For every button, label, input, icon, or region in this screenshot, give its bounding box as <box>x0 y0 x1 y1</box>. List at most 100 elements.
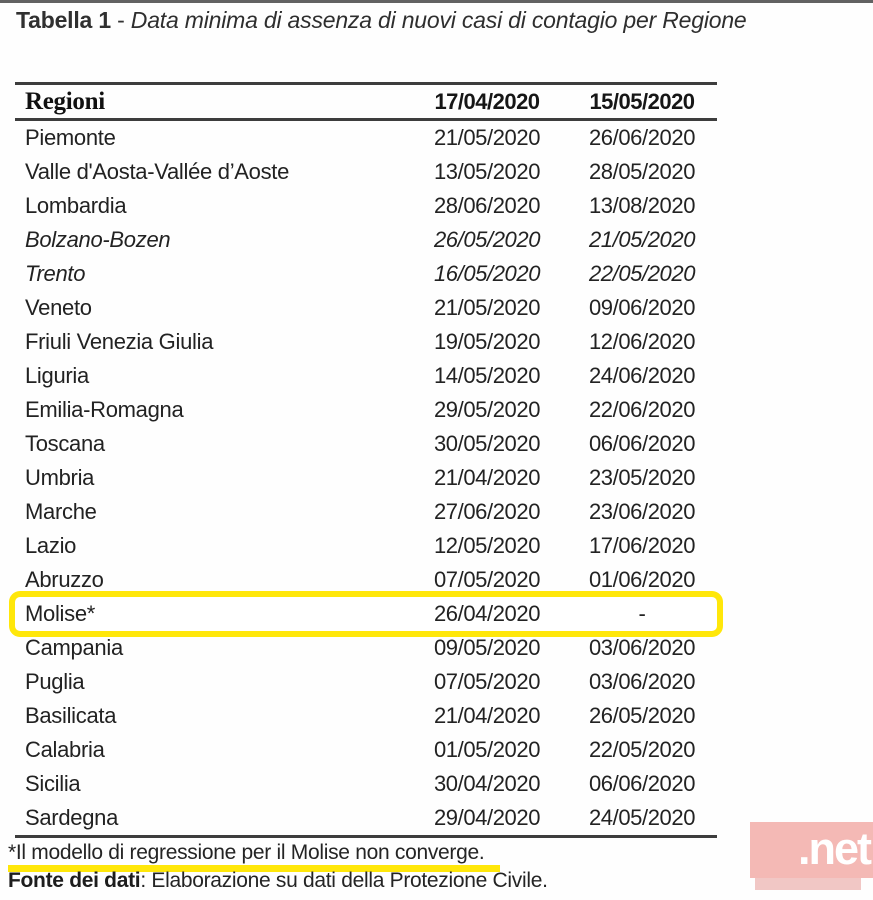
table-row: Abruzzo 07/05/2020 01/06/2020 <box>15 563 717 597</box>
date2-cell: 12/06/2020 <box>588 329 696 354</box>
table-row: Marche 27/06/2020 23/06/2020 <box>15 495 717 529</box>
column-header-regioni: Regioni <box>25 87 105 115</box>
footnote-text: *Il modello di regressione per il Molise… <box>8 841 501 872</box>
region-name-cell: Calabria <box>25 737 105 762</box>
date1-cell: 01/05/2020 <box>433 737 541 762</box>
table-caption-label: Tabella 1 <box>16 7 111 33</box>
region-name-cell: Friuli Venezia Giulia <box>25 329 214 354</box>
footnote-line: *Il modello di regressione per il Molise… <box>8 841 501 872</box>
table-row: Molise* 26/04/2020 - <box>15 597 717 631</box>
region-name-cell: Puglia <box>25 669 85 694</box>
date1-cell: 19/05/2020 <box>433 329 541 354</box>
date1-cell: 21/04/2020 <box>433 465 541 490</box>
region-name-cell: Valle d'Aosta-Vallée d’Aoste <box>25 159 290 184</box>
date1-cell: 30/05/2020 <box>433 431 541 456</box>
date2-cell: 06/06/2020 <box>588 771 696 796</box>
net-watermark-logo: .net <box>750 822 873 878</box>
date1-cell: 21/04/2020 <box>433 703 541 728</box>
date2-cell: 28/05/2020 <box>588 159 696 184</box>
table-row: Lazio 12/05/2020 17/06/2020 <box>15 529 717 563</box>
net-watermark-text: .net <box>797 823 872 874</box>
date2-cell: 26/05/2020 <box>588 703 696 728</box>
region-name-cell: Umbria <box>25 465 95 490</box>
table-caption-subtitle: Data minima di assenza di nuovi casi di … <box>130 7 747 33</box>
region-name-cell: Trento <box>25 261 86 286</box>
table-row: Calabria 01/05/2020 22/05/2020 <box>15 733 717 767</box>
table-row: Sardegna 29/04/2020 24/05/2020 <box>15 801 717 835</box>
date2-cell: 24/05/2020 <box>588 805 696 830</box>
region-name-cell: Abruzzo <box>25 567 104 592</box>
table-caption-separator: - <box>110 7 131 33</box>
date2-cell: 24/06/2020 <box>588 363 696 388</box>
table-header-row: Regioni 17/04/2020 15/05/2020 <box>15 85 717 121</box>
date2-cell: 17/06/2020 <box>588 533 696 558</box>
region-name-cell: Lazio <box>25 533 77 558</box>
date2-cell: 21/05/2020 <box>588 227 696 252</box>
date2-cell: 03/06/2020 <box>588 669 696 694</box>
date1-cell: 07/05/2020 <box>433 669 541 694</box>
date1-cell: 14/05/2020 <box>433 363 541 388</box>
date1-cell: 29/04/2020 <box>433 805 541 830</box>
table-row: Friuli Venezia Giulia 19/05/2020 12/06/202… <box>15 325 717 359</box>
table-row: Veneto 21/05/2020 09/06/2020 <box>15 291 717 325</box>
region-name-cell: Campania <box>25 635 123 660</box>
table-row: Piemonte 21/05/2020 26/06/2020 <box>15 121 717 155</box>
region-name-cell: Liguria <box>25 363 89 388</box>
data-source-label: Fonte dei dati <box>8 869 141 892</box>
table-row: Basilicata 21/04/2020 26/05/2020 <box>15 699 717 733</box>
table-row: Lombardia 28/06/2020 13/08/2020 <box>15 189 717 223</box>
data-source-text: : Elaborazione su dati della Protezione … <box>140 869 548 892</box>
scan-edge-artifact <box>0 0 873 3</box>
region-name-cell: Toscana <box>25 431 105 456</box>
data-source-line: Fonte dei dati: Elaborazione su dati del… <box>8 869 548 893</box>
region-name-cell: Sicilia <box>25 771 81 796</box>
table-row: Valle d'Aosta-Vallée d’Aoste 13/05/2020 28… <box>15 155 717 189</box>
date2-cell: 03/06/2020 <box>588 635 696 660</box>
table-row: Puglia 07/05/2020 03/06/2020 <box>15 665 717 699</box>
table-row: Emilia-Romagna 29/05/2020 22/06/2020 <box>15 393 717 427</box>
date2-cell: 09/06/2020 <box>588 295 696 320</box>
date1-cell: 26/04/2020 <box>433 601 541 626</box>
table-row: Sicilia 30/04/2020 06/06/2020 <box>15 767 717 801</box>
region-name-cell: Piemonte <box>25 125 116 150</box>
date1-cell: 28/06/2020 <box>433 193 541 218</box>
date2-cell: 22/06/2020 <box>588 397 696 422</box>
region-name-cell: Molise* <box>25 601 96 626</box>
date1-cell: 12/05/2020 <box>433 533 541 558</box>
date2-cell: 23/05/2020 <box>588 465 696 490</box>
table-row: Bolzano-Bozen 26/05/2020 21/05/2020 <box>15 223 717 257</box>
date2-cell: 13/08/2020 <box>588 193 696 218</box>
region-name-cell: Emilia-Romagna <box>25 397 184 422</box>
date2-cell: - <box>638 601 646 626</box>
region-name-cell: Lombardia <box>25 193 127 218</box>
column-header-date-15-05-2020: 15/05/2020 <box>589 88 695 114</box>
date1-cell: 21/05/2020 <box>433 295 541 320</box>
date2-cell: 22/05/2020 <box>588 261 696 286</box>
column-header-date-17-04-2020: 17/04/2020 <box>434 88 540 114</box>
regions-table: Regioni 17/04/2020 15/05/2020 Piemonte 21… <box>15 82 717 838</box>
net-watermark-strip <box>755 878 861 890</box>
region-name-cell: Sardegna <box>25 805 119 830</box>
date1-cell: 09/05/2020 <box>433 635 541 660</box>
date1-cell: 21/05/2020 <box>433 125 541 150</box>
table-row: Trento 16/05/2020 22/05/2020 <box>15 257 717 291</box>
date1-cell: 13/05/2020 <box>433 159 541 184</box>
date2-cell: 01/06/2020 <box>588 567 696 592</box>
date1-cell: 16/05/2020 <box>433 261 541 286</box>
table-body: Piemonte 21/05/2020 26/06/2020 Valle d'Aost… <box>15 121 717 835</box>
region-name-cell: Basilicata <box>25 703 117 728</box>
date1-cell: 29/05/2020 <box>433 397 541 422</box>
date1-cell: 30/04/2020 <box>433 771 541 796</box>
date1-cell: 27/06/2020 <box>433 499 541 524</box>
date2-cell: 26/06/2020 <box>588 125 696 150</box>
date2-cell: 06/06/2020 <box>588 431 696 456</box>
date1-cell: 07/05/2020 <box>433 567 541 592</box>
table-row: Umbria 21/04/2020 23/05/2020 <box>15 461 717 495</box>
region-name-cell: Veneto <box>25 295 92 320</box>
region-name-cell: Bolzano-Bozen <box>25 227 171 252</box>
table-caption: Tabella 1 - Data minima di assenza di nu… <box>16 6 747 34</box>
date2-cell: 23/06/2020 <box>588 499 696 524</box>
table-row: Campania 09/05/2020 03/06/2020 <box>15 631 717 665</box>
region-name-cell: Marche <box>25 499 97 524</box>
